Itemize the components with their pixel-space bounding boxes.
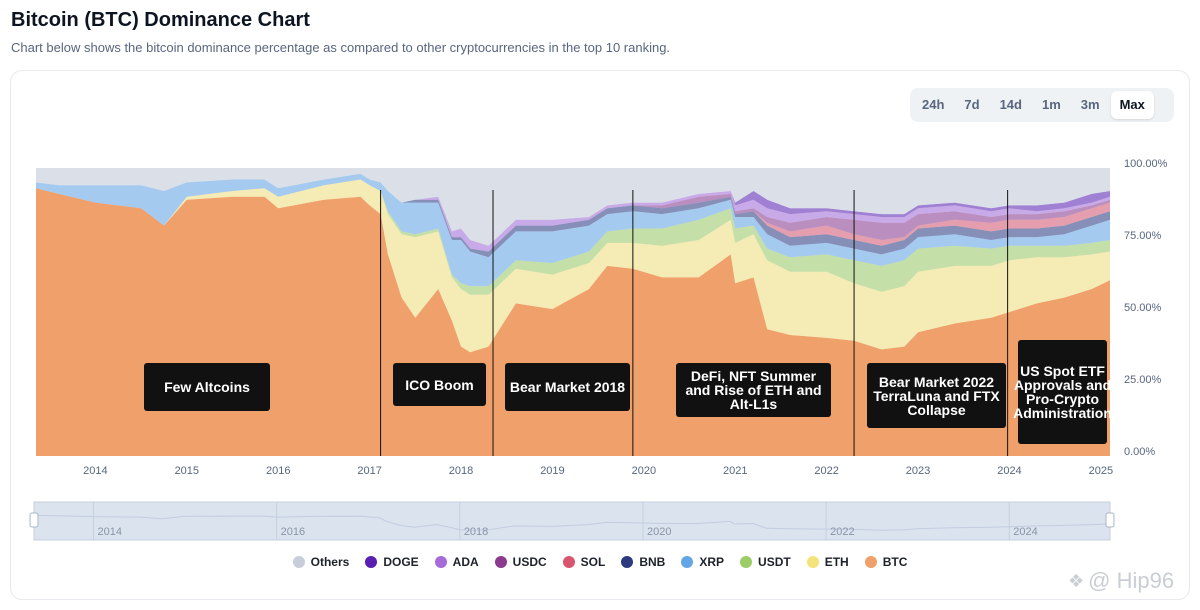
event-label-bear-market-2022: Bear Market 2022 TerraLuna and FTX Colla… bbox=[867, 363, 1006, 428]
legend-label: Others bbox=[310, 555, 350, 569]
legend-item-btc[interactable]: BTC bbox=[864, 555, 908, 569]
series-area-xrp[interactable] bbox=[36, 173, 1110, 287]
range-tab-1m[interactable]: 1m bbox=[1041, 97, 1061, 112]
legend-label: ADA bbox=[452, 555, 479, 569]
navigator-tick-label: 2024 bbox=[1013, 526, 1037, 538]
legend-dot bbox=[806, 556, 819, 568]
event-label-bear-market-2018: Bear Market 2018 bbox=[505, 363, 630, 411]
navigator-tick-label: 2018 bbox=[464, 526, 488, 538]
x-tick-label: 2015 bbox=[175, 465, 199, 477]
x-tick-label: 2014 bbox=[83, 465, 107, 477]
legend-label: USDT bbox=[758, 555, 791, 569]
series-area-others[interactable] bbox=[36, 168, 1110, 246]
y-tick-label: 75.00% bbox=[1124, 230, 1162, 242]
legend-label: BNB bbox=[639, 555, 666, 569]
legend-dot bbox=[621, 556, 634, 568]
legend-label: DOGE bbox=[383, 555, 419, 569]
legend-item-bnb[interactable]: BNB bbox=[621, 555, 665, 569]
x-tick-label: 2025 bbox=[1089, 465, 1113, 477]
legend-dot bbox=[434, 556, 447, 568]
chart-legend: Others DOGE ADA USDC SOL BNB XRP USDT ET… bbox=[0, 553, 1200, 571]
legend-dot bbox=[365, 556, 378, 568]
x-tick-label: 2016 bbox=[266, 465, 290, 477]
range-tab-24h[interactable]: 24h bbox=[922, 97, 945, 112]
watermark-logo-icon: ❖ bbox=[1068, 570, 1085, 591]
watermark: ❖ @ Hip96 bbox=[1068, 568, 1174, 594]
y-tick-label: 25.00% bbox=[1124, 374, 1162, 386]
x-tick-label: 2020 bbox=[632, 465, 656, 477]
navigator-tick-label: 2014 bbox=[98, 526, 122, 538]
legend-item-usdt[interactable]: USDT bbox=[740, 555, 791, 569]
y-tick-label: 50.00% bbox=[1124, 302, 1162, 314]
event-label-us-spot-etf: US Spot ETF Approvals and Pro-Crypto Adm… bbox=[1013, 340, 1112, 444]
range-navigator[interactable]: 2014 2016 2018 2020 2022 2024 bbox=[29, 501, 1115, 541]
x-tick-label: 2017 bbox=[357, 465, 381, 477]
legend-item-others[interactable]: Others bbox=[292, 555, 350, 569]
legend-label: SOL bbox=[580, 555, 606, 569]
event-label-ico-boom: ICO Boom bbox=[393, 363, 486, 406]
legend-dot bbox=[864, 556, 877, 568]
legend-label: ETH bbox=[824, 555, 849, 569]
y-tick-label: 0.00% bbox=[1124, 446, 1155, 458]
event-label-few-altcoins: Few Altcoins bbox=[144, 363, 270, 411]
y-axis: 100.00% 75.00% 50.00% 25.00% 0.00% bbox=[1124, 158, 1168, 458]
series-area-sol[interactable] bbox=[36, 173, 1110, 252]
range-tab-14d[interactable]: 14d bbox=[999, 97, 1022, 112]
range-tab-7d[interactable]: 7d bbox=[964, 97, 980, 112]
event-label-defi-nft-summer: DeFi, NFT Summer and Rise of ETH and Alt… bbox=[676, 363, 831, 417]
event-lines bbox=[380, 190, 1009, 456]
x-tick-label: 2018 bbox=[449, 465, 473, 477]
legend-label: XRP bbox=[699, 555, 725, 569]
legend-item-sol[interactable]: SOL bbox=[562, 555, 606, 569]
range-tab-max[interactable]: Max bbox=[1110, 91, 1154, 119]
page-title: Bitcoin (BTC) Dominance Chart bbox=[11, 9, 310, 31]
range-tab-3m[interactable]: 3m bbox=[1080, 97, 1100, 112]
navigator-tick-label: 2016 bbox=[281, 526, 305, 538]
legend-item-doge[interactable]: DOGE bbox=[365, 555, 419, 569]
x-axis: 2014 2015 2016 2017 2018 2019 2020 2021 2022 2023… bbox=[83, 465, 1113, 477]
legend-label: BTC bbox=[882, 555, 908, 569]
x-tick-label: 2022 bbox=[814, 465, 838, 477]
legend-label: USDC bbox=[512, 555, 547, 569]
legend-item-eth[interactable]: ETH bbox=[806, 555, 849, 569]
navigator-right-handle[interactable] bbox=[1105, 512, 1115, 528]
x-tick-label: 2019 bbox=[540, 465, 564, 477]
legend-item-ada[interactable]: ADA bbox=[434, 555, 479, 569]
navigator-series-line bbox=[33, 514, 1111, 531]
time-range-selector: 24h 7d 14d 1m 3m Max bbox=[910, 88, 1174, 122]
x-tick-label: 2024 bbox=[997, 465, 1021, 477]
series-area-btc[interactable] bbox=[36, 188, 1110, 456]
watermark-text: @ Hip96 bbox=[1088, 568, 1175, 593]
legend-dot bbox=[494, 556, 507, 568]
navigator-selection[interactable] bbox=[33, 501, 1111, 541]
navigator-tick-label: 2022 bbox=[830, 526, 854, 538]
y-tick-label: 100.00% bbox=[1124, 158, 1168, 170]
legend-dot bbox=[562, 556, 575, 568]
x-tick-label: 2023 bbox=[906, 465, 930, 477]
legend-dot bbox=[292, 556, 305, 568]
x-tick-label: 2021 bbox=[723, 465, 747, 477]
legend-dot bbox=[740, 556, 753, 568]
series-area-eth[interactable] bbox=[36, 179, 1110, 353]
legend-item-xrp[interactable]: XRP bbox=[681, 555, 724, 569]
legend-dot bbox=[681, 556, 694, 568]
series-area-usdt[interactable] bbox=[36, 179, 1110, 295]
page-subtitle: Chart below shows the bitcoin dominance … bbox=[11, 40, 671, 55]
navigator-tick-label: 2020 bbox=[647, 526, 671, 538]
navigator-left-handle[interactable] bbox=[29, 512, 39, 528]
legend-item-usdc[interactable]: USDC bbox=[494, 555, 547, 569]
